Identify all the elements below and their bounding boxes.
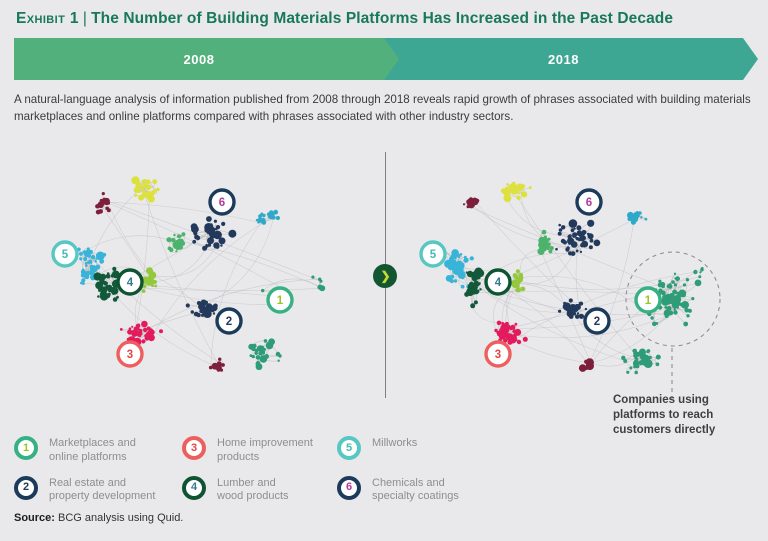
annotation-line: Companies using	[613, 394, 709, 406]
legend: 1 Marketplaces and online platforms 2 Real …	[14, 436, 459, 504]
legend-number: 6	[345, 481, 353, 493]
cluster-badge-5: 5	[51, 240, 79, 268]
banner-segment-2018: 2018	[384, 38, 758, 80]
legend-label: Marketplaces and online platforms	[49, 437, 136, 463]
cluster-badge-1: 1	[634, 286, 662, 314]
legend-label: Lumber and wood products	[217, 476, 289, 503]
legend-number: 2	[22, 481, 30, 493]
legend-number: 5	[345, 441, 353, 454]
transition-arrow-icon: ❯	[373, 264, 397, 288]
chevron-right-icon: ❯	[380, 269, 391, 283]
legend-label: Chemicals and specialty coatings	[372, 476, 459, 503]
network-chart-2018: 6 5 4 1 2 3	[419, 181, 721, 399]
network-chart-2008: 6 5 4 1 2 3	[51, 176, 326, 372]
source-label: Source:	[14, 512, 55, 524]
legend-number: 4	[190, 481, 198, 493]
legend-item-6: 6 Chemicals and specialty coatings	[337, 475, 459, 505]
svg-text:4: 4	[495, 277, 502, 289]
svg-text:6: 6	[219, 197, 225, 209]
source-line: Source: BCG analysis using Quid.	[14, 512, 183, 524]
cluster-badge-5: 5	[419, 240, 447, 268]
cluster-badge-4: 4	[484, 268, 512, 296]
legend-item-1: 1 Marketplaces and online platforms	[14, 436, 182, 465]
legend-item-2: 2 Real estate and property development	[14, 475, 182, 505]
legend-badge-2: 2	[14, 475, 38, 500]
cluster-badge-2: 2	[215, 307, 243, 335]
banner-2018-label: 2018	[548, 51, 579, 67]
svg-text:3: 3	[495, 349, 501, 361]
badges-layer: 6 5 4 1 2 3	[51, 188, 294, 368]
legend-badge-1: 1	[14, 436, 38, 460]
cluster-badge-3: 3	[116, 340, 144, 368]
badges-layer: 6 5 4 1 2 3	[419, 188, 721, 399]
cluster-badge-1: 1	[266, 286, 294, 314]
edges-layer	[444, 183, 705, 373]
svg-text:3: 3	[127, 349, 133, 361]
charts-region: 6 5 4 1 2 3 ❯ 6 5 4 1 2 3 Companies using platforms…	[0, 152, 768, 440]
legend-label: Millworks	[372, 437, 418, 449]
legend-item-3: 3 Home improvement products	[182, 436, 337, 465]
annotation-text: Companies using platforms to reach custome…	[613, 393, 743, 438]
cluster-badge-6: 6	[208, 188, 236, 216]
svg-text:6: 6	[586, 197, 592, 209]
svg-text:2: 2	[594, 316, 600, 328]
legend-badge-3: 3	[182, 436, 206, 460]
legend-label: Home improvement products	[217, 437, 313, 463]
legend-number: 1	[22, 441, 30, 454]
legend-item-5: 5 Millworks	[337, 436, 459, 465]
svg-text:5: 5	[62, 249, 69, 261]
highlight-dashed-circle	[625, 251, 721, 347]
banner-segment-2008: 2008	[14, 38, 399, 80]
legend-badge-6: 6	[337, 475, 361, 500]
title-row: Exhibit 1 | The Number of Building Materia…	[16, 10, 673, 28]
annotation-line: platforms to reach	[613, 408, 714, 421]
legend-badge-4: 4	[182, 475, 206, 500]
cluster-badge-4: 4	[116, 268, 144, 296]
exhibit-label: Exhibit 1	[16, 10, 79, 27]
banner-2008-label: 2008	[183, 51, 215, 67]
svg-text:1: 1	[645, 295, 652, 307]
title-separator: |	[82, 10, 88, 27]
legend-label: Real estate and property development	[49, 476, 156, 503]
cluster-badge-6: 6	[575, 188, 603, 216]
svg-text:1: 1	[277, 295, 284, 307]
svg-text:4: 4	[127, 277, 134, 289]
description-text: A natural-language analysis of informati…	[14, 93, 751, 123]
svg-text:2: 2	[226, 316, 232, 328]
timeline-banner: 2008 2018	[14, 38, 758, 80]
cluster-badge-2: 2	[583, 307, 611, 335]
legend-item-4: 4 Lumber and wood products	[182, 475, 337, 505]
legend-badge-5: 5	[337, 436, 361, 460]
page-title: The Number of Building Materials Platfor…	[91, 10, 674, 27]
annotation-line: customers directly	[613, 423, 716, 436]
nodes-layer	[77, 176, 326, 372]
cluster-badge-3: 3	[484, 340, 512, 368]
source-text: BCG analysis using Quid.	[58, 512, 184, 524]
nodes-layer	[443, 181, 704, 375]
svg-text:5: 5	[430, 249, 437, 261]
legend-number: 3	[190, 441, 198, 454]
